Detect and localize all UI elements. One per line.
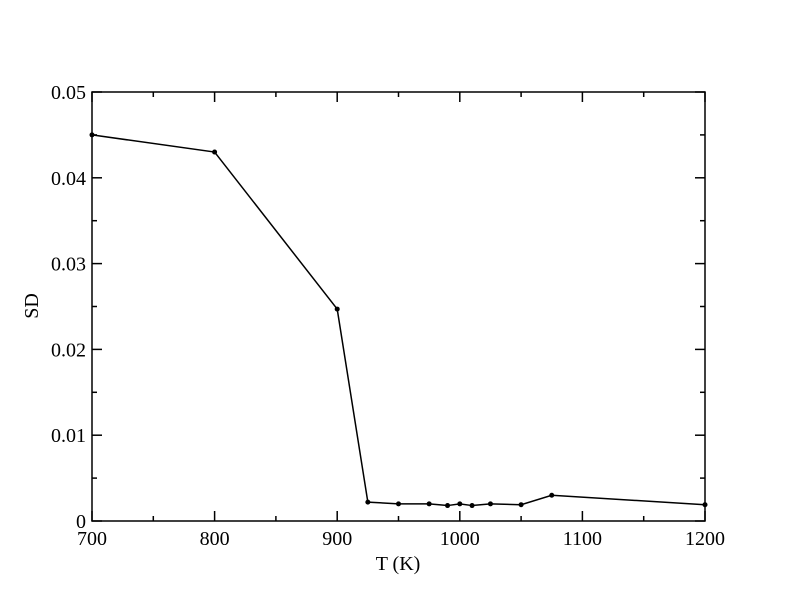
data-point [487, 501, 493, 507]
data-point [457, 501, 463, 507]
data-point [426, 501, 432, 507]
x-tick-label: 800 [200, 528, 230, 550]
data-point [549, 492, 555, 498]
x-tick-label: 1200 [685, 528, 725, 550]
y-tick-label: 0.03 [51, 254, 86, 276]
x-tick-label: 1000 [440, 528, 480, 550]
y-tick-label: 0.04 [51, 168, 86, 190]
data-point [469, 503, 475, 509]
plot-frame [91, 91, 706, 522]
y-tick-label: 0.05 [51, 82, 86, 104]
y-tick-label: 0.02 [51, 339, 86, 361]
x-tick-label: 900 [322, 528, 352, 550]
data-point [89, 132, 95, 138]
x-tick-label: 1100 [563, 528, 602, 550]
y-axis-label: SD [21, 293, 43, 319]
data-line [91, 134, 706, 507]
y-tick-label: 0.01 [51, 425, 86, 447]
x-axis-label: T (K) [376, 553, 421, 575]
y-tick-label: 0 [76, 511, 86, 533]
data-point [334, 306, 340, 312]
data-point [518, 502, 524, 508]
data-point [396, 501, 401, 507]
data-point [365, 499, 371, 505]
data-point [212, 149, 218, 155]
data-point [702, 502, 708, 508]
x-tick-label: 700 [77, 528, 107, 550]
data-point [445, 503, 451, 509]
